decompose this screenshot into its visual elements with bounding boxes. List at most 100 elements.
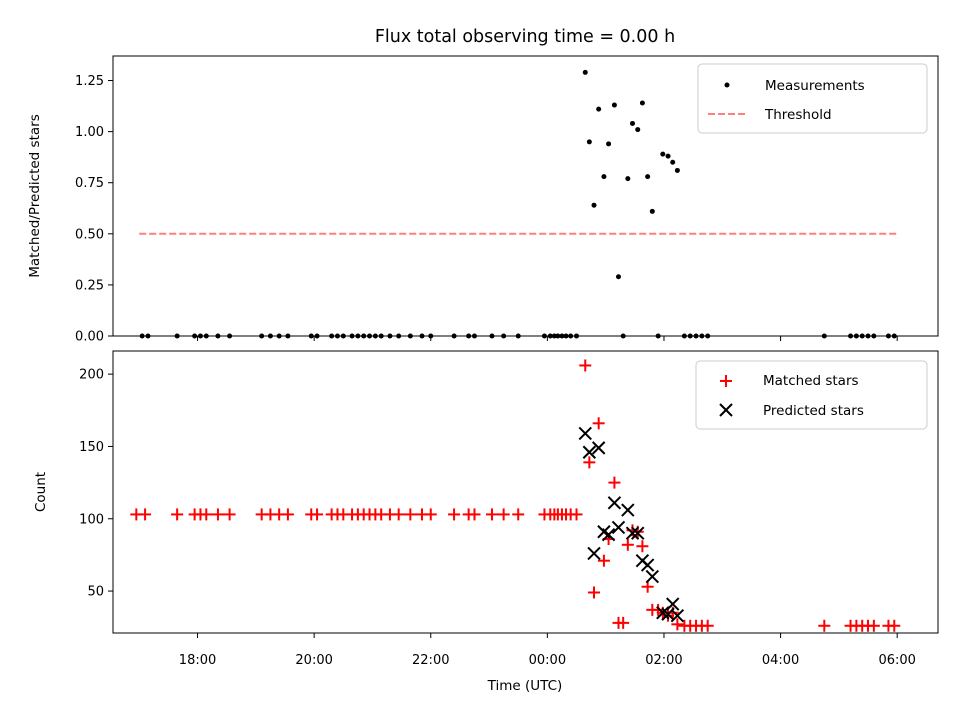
measurement-point	[601, 174, 607, 180]
predicted-star-stroke	[587, 546, 601, 561]
count-x-tick-label: 22:00	[412, 653, 449, 668]
matched-star-point	[608, 476, 621, 489]
matched-star-point	[211, 508, 224, 521]
predicted-star-point	[670, 608, 685, 623]
measurement-point	[582, 69, 588, 75]
matched-star-point	[485, 508, 498, 521]
ratio-legend: Measurements Threshold	[697, 63, 928, 134]
legend-marker-predicted	[719, 403, 733, 417]
legend-label-measurements: Measurements	[765, 78, 865, 94]
count-y-tick-label: 200	[79, 368, 104, 383]
matched-star-point	[617, 616, 630, 629]
ratio-y-tick-label: 0.50	[75, 227, 104, 242]
count-y-axis: 50 100 150 200	[79, 368, 113, 600]
matched-star-point	[641, 580, 654, 593]
measurement-point	[629, 120, 635, 126]
matched-star-point	[701, 619, 714, 632]
matched-star-point	[597, 554, 610, 567]
count-x-tick-label: 02:00	[645, 653, 682, 668]
measurement-point	[611, 102, 617, 108]
matched-star-point	[671, 618, 684, 631]
measurement-point	[615, 274, 621, 280]
ratio-y-tick-label: 1.25	[75, 74, 104, 89]
legend-label-threshold: Threshold	[764, 107, 832, 123]
predicted-star-stroke	[645, 569, 660, 584]
measurement-point	[635, 127, 641, 133]
measurement-point	[591, 202, 597, 208]
measurement-point	[596, 106, 602, 112]
ratio-y-axis-label: Matched/Predicted stars	[27, 114, 43, 277]
predicted-star-point	[601, 527, 616, 542]
predicted-star-stroke	[578, 426, 592, 441]
count-x-axis: 18:00 20:00 22:00 00:00 02:00 04:00 06:00	[179, 633, 916, 668]
predicted-star-point	[582, 445, 597, 459]
predicted-star-point	[591, 441, 606, 455]
predicted-star-point	[587, 546, 601, 561]
matched-star-point	[588, 586, 601, 599]
matched-star-point	[448, 508, 461, 521]
count-x-tick-label: 18:00	[179, 653, 216, 668]
predicted-star-stroke	[607, 496, 622, 510]
predicted-star-stroke	[670, 608, 685, 623]
count-legend-box	[695, 360, 928, 430]
measurement-point	[625, 176, 631, 182]
matched-star-point	[621, 538, 634, 551]
x-axis-label: Time (UTC)	[487, 678, 563, 694]
matched-star-point	[223, 508, 236, 521]
predicted-star-stroke	[597, 525, 611, 539]
predicted-star-stroke	[621, 503, 635, 517]
count-y-axis-label: Count	[33, 472, 49, 512]
matched-star-point	[281, 508, 294, 521]
count-x-tick-label: 00:00	[529, 653, 566, 668]
measurement-point	[665, 153, 671, 159]
matched-star-point	[311, 508, 324, 521]
measurements-series	[139, 69, 897, 339]
predicted-stars-series	[578, 426, 685, 623]
matched-star-point	[583, 456, 596, 469]
matched-star-point	[392, 508, 405, 521]
matched-star-point	[512, 508, 525, 521]
matched-star-point	[818, 619, 831, 632]
count-legend: Matched stars Predicted stars	[695, 360, 928, 430]
matched-star-point	[404, 508, 417, 521]
measurement-point	[606, 141, 612, 147]
ratio-y-tick-label: 0.75	[75, 176, 104, 191]
count-x-tick-label: 20:00	[295, 653, 332, 668]
count-x-tick-label: 04:00	[762, 653, 799, 668]
predicted-star-point	[645, 569, 660, 584]
measurement-point	[645, 174, 651, 180]
measurement-point	[670, 159, 676, 165]
predicted-star-stroke	[582, 445, 597, 459]
predicted-star-point	[625, 526, 640, 540]
count-y-tick-label: 50	[87, 585, 104, 600]
matched-star-point	[424, 508, 437, 521]
matched-star-point	[200, 508, 213, 521]
ratio-y-tick-label: 1.00	[75, 125, 104, 140]
count-y-tick-label: 150	[79, 440, 104, 455]
predicted-star-stroke	[601, 527, 616, 542]
ratio-y-tick-label: 0.00	[75, 330, 104, 345]
matched-star-point	[592, 417, 605, 430]
predicted-star-stroke	[666, 597, 680, 611]
count-panel: 50 100 150 200 18:00 20:00 22:00 00:00 02:00 04:…	[33, 350, 939, 694]
measurement-point	[660, 151, 666, 157]
predicted-star-point	[666, 597, 680, 611]
legend-marker-measurements	[724, 82, 730, 88]
matched-star-point	[468, 508, 481, 521]
legend-label-matched: Matched stars	[763, 373, 859, 389]
measurement-point	[649, 208, 655, 214]
predicted-star-stroke	[611, 520, 626, 535]
predicted-star-point	[631, 526, 645, 540]
count-x-tick-label: 06:00	[878, 653, 915, 668]
measurement-point	[639, 100, 645, 106]
count-plot-frame	[112, 350, 939, 634]
predicted-star-stroke	[625, 526, 640, 540]
matched-star-point	[867, 619, 880, 632]
legend-marker-matched	[720, 375, 732, 387]
matched-star-point	[171, 508, 184, 521]
predicted-star-point	[578, 426, 592, 441]
predicted-star-stroke	[591, 441, 606, 455]
ratio-panel: Flux total observing time = 0.00 h 0.000…	[27, 27, 939, 345]
predicted-star-point	[611, 520, 626, 535]
